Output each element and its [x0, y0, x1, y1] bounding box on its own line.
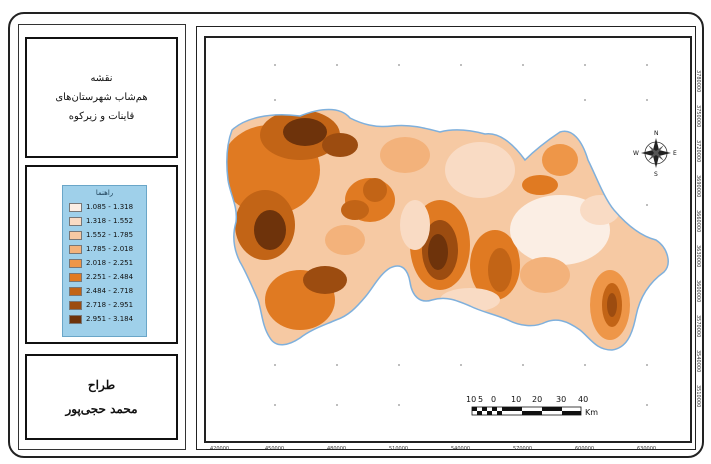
study-area-boundary — [226, 108, 669, 351]
scale-label: 30 — [556, 395, 566, 404]
y-tick-label: 3750000 — [695, 105, 701, 127]
y-tick-label: 3630000 — [695, 245, 701, 267]
x-tick-label: 630000 — [637, 446, 656, 452]
legend-label: 1.318 - 1.552 — [86, 217, 134, 225]
y-tick-label: 3540000 — [695, 350, 701, 372]
x-tick-labels: 420000 450000 480000 510000 540000 57000… — [210, 446, 656, 452]
west-label: W — [633, 150, 639, 157]
y-tick-labels: 3780000 3750000 3720000 3690000 3660000 … — [695, 70, 701, 407]
scale-unit: Km — [585, 408, 598, 417]
legend-item: 1.785 - 2.018 — [63, 242, 146, 256]
legend-swatch — [69, 230, 82, 240]
scale-label: 10 — [466, 395, 476, 404]
legend-item: 2.951 - 3.184 — [63, 312, 146, 326]
legend-swatch — [69, 272, 82, 282]
legend-item: 1.318 - 1.552 — [63, 214, 146, 228]
x-tick-label: 600000 — [575, 446, 594, 452]
legend-list: 1.085 - 1.318 1.318 - 1.552 1.552 - 1.78… — [63, 200, 146, 326]
designer-name: محمد حجی‌پور — [65, 402, 138, 416]
legend-swatch — [69, 202, 82, 212]
south-label: S — [654, 171, 658, 178]
designer-label: طراح — [87, 378, 116, 392]
interpolated-surface — [226, 109, 669, 350]
x-tick-label: 570000 — [513, 446, 532, 452]
legend-item: 2.018 - 2.251 — [63, 256, 146, 270]
legend-item: 1.085 - 1.318 — [63, 200, 146, 214]
grid-markers — [274, 64, 648, 406]
legend-label: 1.552 - 1.785 — [86, 231, 134, 239]
scale-label: 0 — [491, 395, 496, 404]
y-tick-label: 3660000 — [695, 210, 701, 232]
title-line-1: نقشه — [90, 73, 113, 84]
legend-label: 1.785 - 2.018 — [86, 245, 134, 253]
legend-item: 2.251 - 2.484 — [63, 270, 146, 284]
legend-swatch — [69, 286, 82, 296]
legend-item: 2.484 - 2.718 — [63, 284, 146, 298]
y-tick-label: 3720000 — [695, 140, 701, 162]
title-line-3: قاینات و زیرکوه — [68, 111, 135, 122]
legend-box: راهنما 1.085 - 1.318 1.318 - 1.552 1.552… — [62, 185, 147, 337]
x-tick-label: 510000 — [389, 446, 408, 452]
y-tick-label: 3510000 — [695, 385, 701, 407]
legend-label: 2.951 - 3.184 — [86, 315, 134, 323]
sidebar-frame — [18, 24, 186, 450]
legend-swatch — [69, 216, 82, 226]
designer-panel: طراح محمد حجی‌پور — [25, 354, 178, 440]
legend-label: 2.718 - 2.951 — [86, 301, 134, 309]
legend-swatch — [69, 314, 82, 324]
north-label: N — [654, 130, 659, 137]
legend-label: 1.085 - 1.318 — [86, 203, 134, 211]
east-label: E — [673, 150, 677, 157]
x-tick-label: 450000 — [265, 446, 284, 452]
scale-label: 5 — [478, 395, 483, 404]
legend-swatch — [69, 258, 82, 268]
y-tick-label: 3780000 — [695, 70, 701, 92]
legend-label: 2.484 - 2.718 — [86, 287, 134, 295]
legend-panel: راهنما 1.085 - 1.318 1.318 - 1.552 1.552… — [25, 165, 178, 344]
legend-swatch — [69, 300, 82, 310]
legend-swatch — [69, 244, 82, 254]
legend-item: 1.552 - 1.785 — [63, 228, 146, 242]
x-tick-label: 480000 — [327, 446, 346, 452]
map-frame — [204, 36, 692, 443]
scale-label: 10 — [511, 395, 521, 404]
map-outer-frame — [196, 26, 696, 450]
x-tick-label: 540000 — [451, 446, 470, 452]
legend-label: 2.251 - 2.484 — [86, 273, 134, 281]
y-tick-label: 3690000 — [695, 175, 701, 197]
legend-label: 2.018 - 2.251 — [86, 259, 134, 267]
y-tick-label: 3600000 — [695, 280, 701, 302]
scale-bar: 10 5 0 10 20 30 40 Km — [466, 395, 598, 417]
legend-item: 2.718 - 2.951 — [63, 298, 146, 312]
x-tick-label: 420000 — [210, 446, 229, 452]
title-panel: نقشه هم‌شاب شهرستان‌های قاینات و زیرکوه — [25, 37, 178, 158]
title-line-2: هم‌شاب شهرستان‌های — [55, 92, 148, 103]
scale-label: 40 — [578, 395, 588, 404]
scale-label: 20 — [532, 395, 542, 404]
graticule: 420000 450000 480000 510000 540000 57000… — [210, 64, 701, 452]
legend-title: راهنما — [95, 189, 114, 197]
compass-rose-icon: N S E W — [633, 130, 677, 178]
y-tick-label: 3570000 — [695, 315, 701, 337]
scale-bar-segments — [471, 406, 582, 416]
